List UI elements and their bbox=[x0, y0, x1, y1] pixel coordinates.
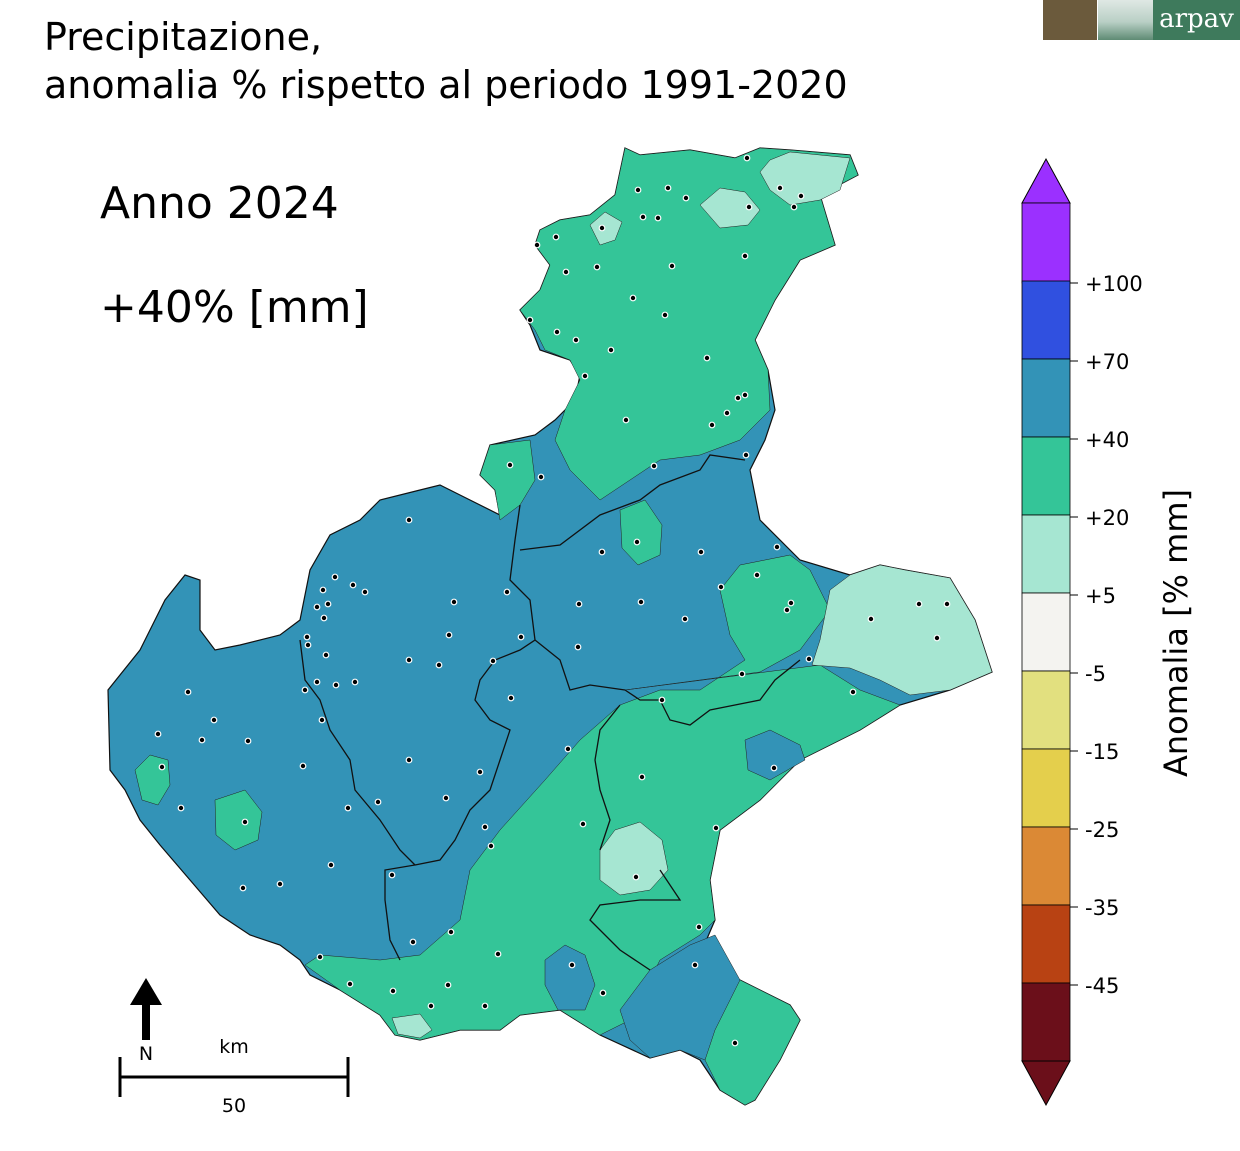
colorbar-tick-label: -15 bbox=[1085, 740, 1119, 764]
colorbar-tick-label: -25 bbox=[1085, 818, 1119, 842]
zone-20-40-west-valley bbox=[479, 439, 536, 521]
zone-20-40-patch-a bbox=[619, 499, 663, 566]
region-lion-logo bbox=[1043, 0, 1097, 40]
zone-5-20-south bbox=[599, 821, 669, 896]
province-boundaries bbox=[299, 454, 801, 971]
zone-5-20-north-small bbox=[699, 187, 761, 229]
colorbar-tick-label: +40 bbox=[1085, 428, 1129, 452]
zone-40-70-south-b bbox=[619, 934, 741, 1061]
colorbar-tick-label: -5 bbox=[1085, 662, 1106, 686]
colorbar-bin bbox=[1021, 670, 1071, 750]
scale-bar bbox=[118, 1057, 350, 1097]
colorbar-tick-label: +100 bbox=[1085, 272, 1143, 296]
colorbar: +100 +70 +40 +20 +5 -5 -15 -25 -35 -45 bbox=[1021, 157, 1143, 1107]
colorbar-bin bbox=[1021, 904, 1071, 984]
colorbar-label: Anomalia [% mm] bbox=[1157, 489, 1195, 777]
zone-5-20-northeast bbox=[759, 151, 851, 206]
north-arrow-label: N bbox=[139, 1043, 153, 1065]
north-arrow bbox=[130, 978, 162, 1040]
scale-unit: km bbox=[219, 1036, 249, 1058]
annual-anomaly-value: +40% [mm] bbox=[100, 282, 369, 333]
zone-40-70-south-a bbox=[544, 944, 596, 1011]
colorbar-bin bbox=[1021, 436, 1071, 516]
colorbar-bin bbox=[1021, 202, 1071, 284]
colorbar-extend-bottom bbox=[1021, 1060, 1071, 1107]
zone-20-40-patch-b bbox=[214, 789, 263, 851]
zone-5-20-north-tiny bbox=[589, 211, 623, 246]
veneto-map bbox=[107, 147, 993, 1106]
zone-5-20-east bbox=[811, 564, 993, 696]
colorbar-bin bbox=[1021, 514, 1071, 594]
colorbar-tick-label: -35 bbox=[1085, 896, 1119, 920]
colorbar-extend-top bbox=[1021, 157, 1071, 204]
map-title-line1: Precipitazione, bbox=[44, 15, 323, 59]
colorbar-tick-label: +70 bbox=[1085, 350, 1129, 374]
colorbar-tick-label: -45 bbox=[1085, 974, 1119, 998]
colorbar-bin bbox=[1021, 982, 1071, 1062]
zone-5-20-southwest bbox=[391, 1013, 433, 1039]
map-title-line2: anomalia % rispetto al periodo 1991-2020 bbox=[44, 63, 848, 107]
colorbar-bin bbox=[1021, 826, 1071, 906]
colorbar-bin bbox=[1021, 748, 1071, 828]
period-label: Anno 2024 bbox=[100, 178, 339, 229]
zone-40-70-coast bbox=[744, 729, 806, 781]
colorbar-tick-label: +20 bbox=[1085, 506, 1129, 530]
colorbar-bin bbox=[1021, 592, 1071, 672]
scale-value: 50 bbox=[222, 1095, 246, 1117]
station-markers bbox=[154, 154, 951, 1047]
colorbar-tick-label: +5 bbox=[1085, 584, 1116, 608]
colorbar-bin bbox=[1021, 358, 1071, 438]
arpav-logo: arpav bbox=[1153, 0, 1240, 40]
colorbar-bin bbox=[1021, 280, 1071, 360]
agency-emblem-logo bbox=[1098, 0, 1153, 40]
